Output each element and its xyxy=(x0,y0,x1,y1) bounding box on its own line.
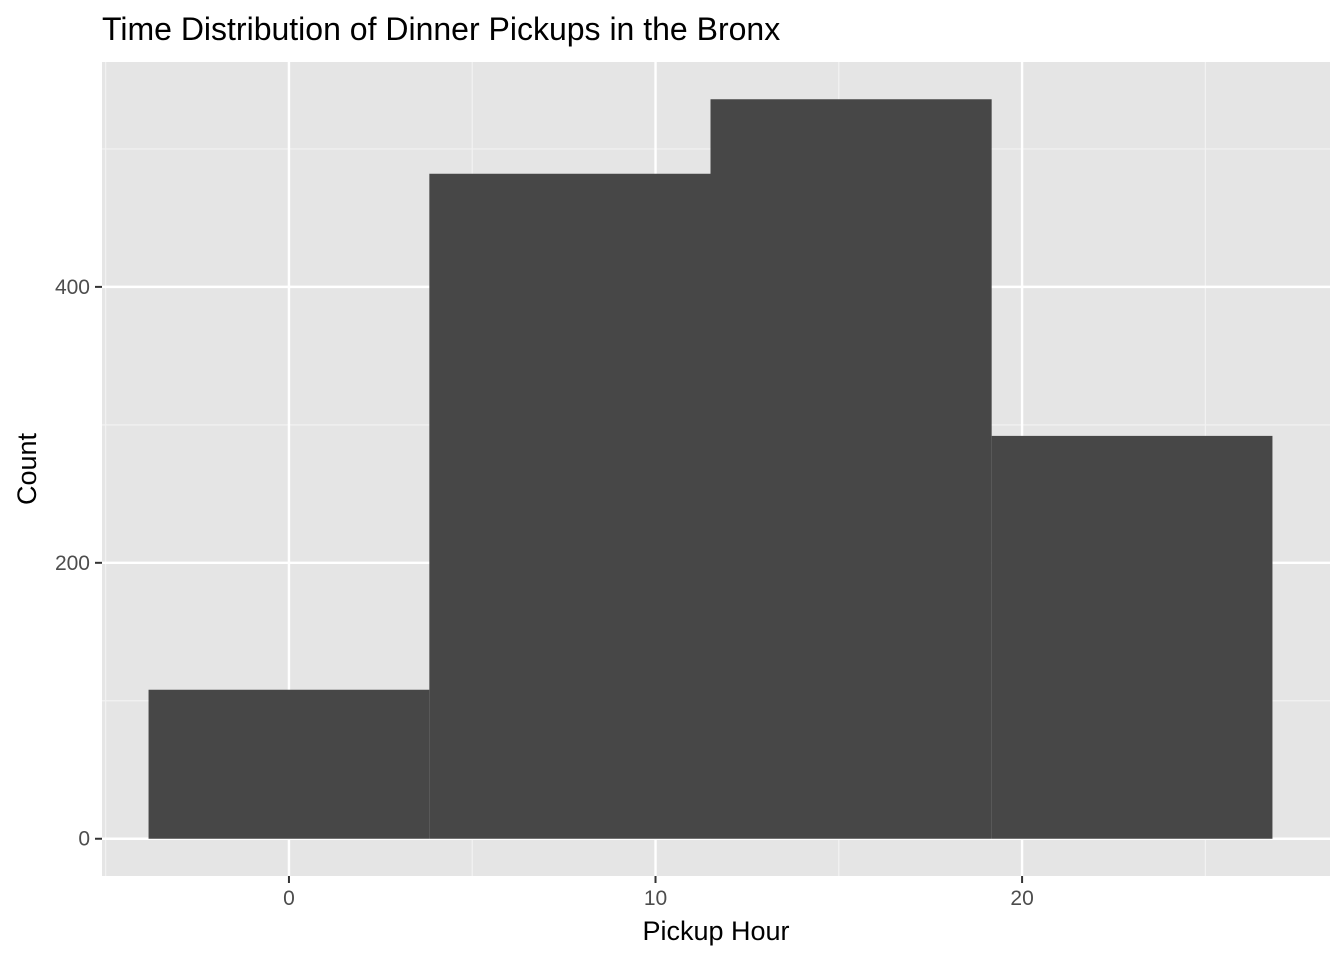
y-tick-label: 400 xyxy=(55,276,90,299)
y-axis: 0 200 400 xyxy=(55,276,102,851)
x-tick-label: 0 xyxy=(283,887,295,910)
histogram-bar-3 xyxy=(710,99,992,839)
x-tick-label: 20 xyxy=(1010,887,1033,910)
y-axis-title: Count xyxy=(12,432,42,505)
histogram-bar-4 xyxy=(991,435,1273,839)
y-tick-label: 200 xyxy=(55,552,90,575)
histogram-bar-1 xyxy=(148,689,430,839)
histogram-bars xyxy=(148,99,1273,839)
x-axis-title: Pickup Hour xyxy=(642,916,789,946)
x-tick-label: 10 xyxy=(644,887,667,910)
chart-title: Time Distribution of Dinner Pickups in t… xyxy=(102,11,780,47)
y-tick-label: 0 xyxy=(78,828,90,851)
x-axis: 0 10 20 xyxy=(283,876,1034,910)
histogram-bar-2 xyxy=(429,173,711,839)
